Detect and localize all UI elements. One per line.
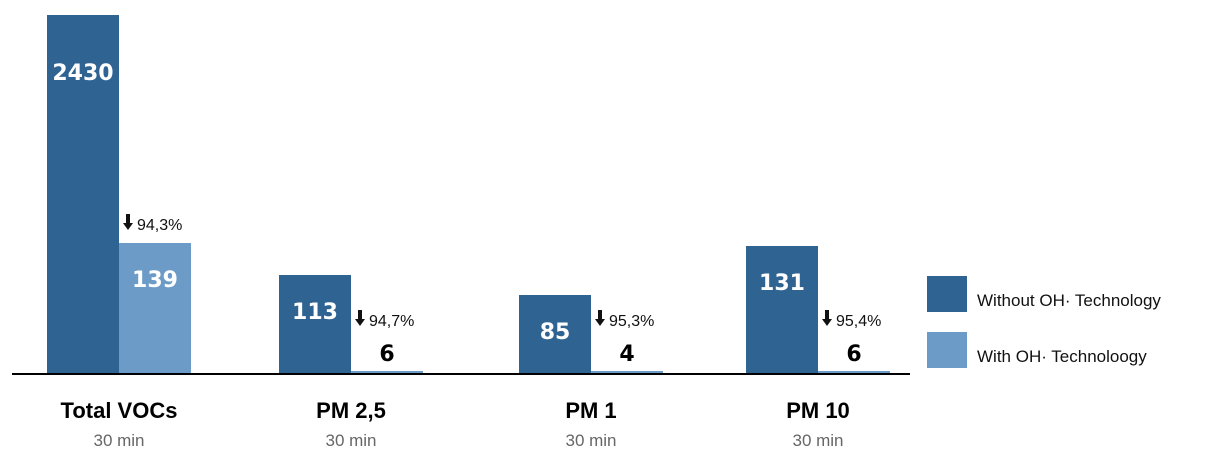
category-label-2: PM 1	[565, 398, 616, 423]
legend-label-0: Without OH· Technology	[977, 291, 1161, 310]
down-arrow-icon	[822, 310, 832, 326]
value-label-with-3: 6	[846, 342, 861, 367]
category-sublabel-1: 30 min	[325, 431, 376, 449]
category-sublabel-2: 30 min	[565, 431, 616, 449]
bar-with-0	[119, 243, 191, 373]
category-sublabel-0: 30 min	[93, 431, 144, 449]
category-label-3: PM 10	[786, 398, 850, 423]
value-label-with-2: 4	[619, 342, 634, 367]
category-axis: Total VOCs 30 min PM 2,5 30 min PM 1 30 min PM…	[61, 398, 850, 449]
value-label-without-0: 2430	[52, 61, 113, 86]
down-arrow-icon	[595, 310, 605, 326]
value-label-without-2: 85	[540, 320, 571, 345]
bars-layer	[47, 15, 890, 373]
bar-without-0	[47, 15, 119, 373]
bar-without-2	[519, 295, 591, 373]
labels-layer: 2430 139 94,3% 113 6 94,7% 85 4 95,3% 131 6 95,4%	[52, 61, 881, 367]
legend-label-1: With OH· Technoloogy	[977, 347, 1147, 366]
bar-with-3	[818, 371, 890, 373]
legend-swatch-1	[927, 332, 967, 368]
bar-without-3	[746, 246, 818, 373]
category-label-1: PM 2,5	[316, 398, 386, 423]
legend-swatch-0	[927, 276, 967, 312]
legend: Without OH· Technology With OH· Technoloo…	[927, 276, 1161, 368]
category-sublabel-3: 30 min	[792, 431, 843, 449]
category-label-0: Total VOCs	[61, 398, 178, 423]
bar-with-1	[351, 371, 423, 373]
down-arrow-icon	[123, 214, 133, 230]
reduction-label-0: 94,3%	[137, 217, 182, 234]
down-arrow-icon	[355, 310, 365, 326]
value-label-without-3: 131	[759, 271, 805, 296]
value-label-without-1: 113	[292, 300, 338, 325]
reduction-label-2: 95,3%	[609, 313, 654, 330]
bar-with-2	[591, 371, 663, 373]
reduction-label-1: 94,7%	[369, 313, 414, 330]
bar-without-1	[279, 275, 351, 373]
reduction-label-3: 95,4%	[836, 313, 881, 330]
value-label-with-0: 139	[132, 268, 178, 293]
value-label-with-1: 6	[379, 342, 394, 367]
